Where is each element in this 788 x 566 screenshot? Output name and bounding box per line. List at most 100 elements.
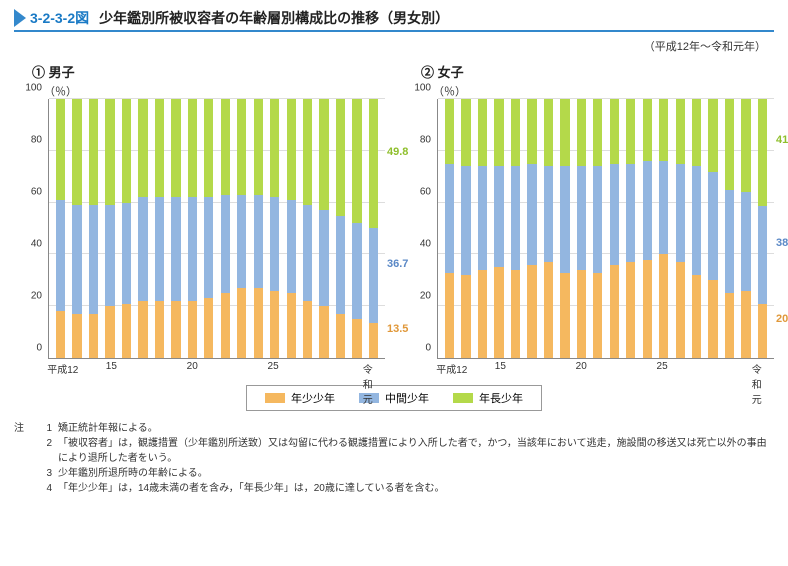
segment-middle xyxy=(577,166,586,270)
end-values: 41.238.020.8 xyxy=(776,99,788,358)
bar xyxy=(155,99,164,358)
segment-middle xyxy=(741,192,750,290)
segment-younger xyxy=(56,311,65,358)
segment-younger xyxy=(758,304,767,358)
segment-younger xyxy=(659,254,668,358)
segment-younger xyxy=(89,314,98,358)
segment-middle xyxy=(352,223,361,319)
segment-younger xyxy=(303,301,312,358)
y-tick: 80 xyxy=(31,135,42,146)
bar xyxy=(741,99,750,358)
x-tick: 平成12 xyxy=(47,361,78,376)
segment-older xyxy=(741,99,750,192)
end-value-middle: 38.0 xyxy=(776,237,788,249)
segment-younger xyxy=(708,280,717,358)
segment-younger xyxy=(544,262,553,358)
bar xyxy=(369,99,378,358)
segment-middle xyxy=(270,197,279,290)
segment-middle xyxy=(544,166,553,262)
segment-older xyxy=(352,99,361,223)
segment-younger xyxy=(336,314,345,358)
segment-older xyxy=(445,99,454,164)
y-axis: 020406080100 xyxy=(403,99,437,359)
segment-middle xyxy=(56,200,65,311)
segment-younger xyxy=(369,323,378,358)
legend: 年少少年中間少年年長少年 xyxy=(246,385,542,411)
segment-middle xyxy=(237,195,246,288)
bar xyxy=(692,99,701,358)
segment-older xyxy=(319,99,328,210)
end-value-older: 41.2 xyxy=(776,134,788,146)
bar xyxy=(138,99,147,358)
segment-middle xyxy=(155,197,164,301)
segment-older xyxy=(527,99,536,164)
bar xyxy=(494,99,503,358)
x-tick: 15 xyxy=(495,361,506,372)
segment-younger xyxy=(461,275,470,358)
x-tick: 令和元 xyxy=(363,361,378,406)
bar xyxy=(577,99,586,358)
segment-younger xyxy=(237,288,246,358)
bar xyxy=(336,99,345,358)
bar xyxy=(478,99,487,358)
segment-younger xyxy=(478,270,487,358)
bar xyxy=(105,99,114,358)
legend-swatch xyxy=(453,393,473,403)
bar xyxy=(560,99,569,358)
segment-older xyxy=(204,99,213,197)
segment-middle xyxy=(725,190,734,294)
y-tick: 20 xyxy=(31,291,42,302)
segment-middle xyxy=(105,205,114,306)
bar xyxy=(89,99,98,358)
note-number: 4 xyxy=(36,481,52,496)
legend-swatch xyxy=(265,393,285,403)
segment-older xyxy=(56,99,65,200)
segment-older xyxy=(303,99,312,205)
segment-younger xyxy=(741,291,750,358)
x-tick: 平成12 xyxy=(436,361,467,376)
segment-older xyxy=(758,99,767,206)
segment-older xyxy=(461,99,470,166)
segment-older xyxy=(138,99,147,197)
bar xyxy=(171,99,180,358)
bar xyxy=(188,99,197,358)
y-tick: 100 xyxy=(414,83,431,94)
bar xyxy=(445,99,454,358)
x-axis: 平成12152025令和元 xyxy=(14,361,385,375)
segment-younger xyxy=(692,275,701,358)
segment-middle xyxy=(692,166,701,275)
segment-older xyxy=(659,99,668,161)
note-number: 2 xyxy=(36,436,52,466)
chart-area: 02040608010049.836.713.5 xyxy=(14,99,385,359)
chart-block-1: ② 女子（％）02040608010041.238.020.8平成1215202… xyxy=(403,58,774,375)
bar xyxy=(270,99,279,358)
bars xyxy=(49,99,385,358)
chart-block-0: ① 男子（％）02040608010049.836.713.5平成1215202… xyxy=(14,58,385,375)
segment-older xyxy=(544,99,553,166)
chart-area: 02040608010041.238.020.8 xyxy=(403,99,774,359)
header-triangle-icon xyxy=(14,9,26,27)
bar xyxy=(122,99,131,358)
note-text: 矯正統計年報による。 xyxy=(58,421,774,436)
bar xyxy=(56,99,65,358)
bar xyxy=(352,99,361,358)
y-tick: 0 xyxy=(36,343,42,354)
segment-younger xyxy=(725,293,734,358)
segment-younger xyxy=(511,270,520,358)
segment-middle xyxy=(478,166,487,270)
bar xyxy=(287,99,296,358)
segment-middle xyxy=(494,166,503,267)
segment-younger xyxy=(593,273,602,358)
note-text: 「年少少年」は，14歳未満の者を含み，「年長少年」は，20歳に達している者を含む… xyxy=(58,481,774,496)
bar xyxy=(527,99,536,358)
y-axis-unit: （％） xyxy=(433,83,774,99)
y-tick: 20 xyxy=(420,291,431,302)
segment-younger xyxy=(676,262,685,358)
segment-older xyxy=(155,99,164,197)
legend-label: 中間少年 xyxy=(385,390,429,406)
note-head: 注 xyxy=(14,421,36,436)
segment-middle xyxy=(758,206,767,304)
x-axis: 平成12152025令和元 xyxy=(403,361,774,375)
segment-older xyxy=(122,99,131,203)
segment-older xyxy=(610,99,619,164)
